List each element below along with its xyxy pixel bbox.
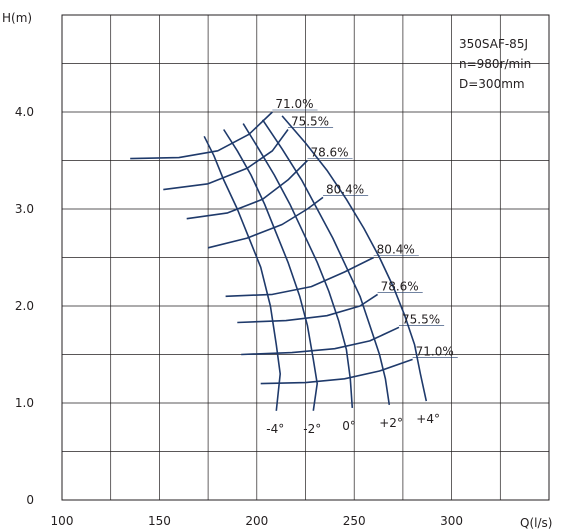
y-tick-label: 4.0	[15, 105, 34, 119]
efficiency-curve	[237, 293, 379, 324]
blade-angle-label: -4°	[266, 422, 284, 436]
blade-angle-label: +4°	[416, 412, 440, 426]
efficiency-label: 75.5%	[291, 114, 329, 128]
blade-angle-label: -2°	[303, 422, 321, 436]
blade-angle-curve	[203, 135, 281, 411]
x-tick-label: 250	[343, 514, 366, 528]
blade-angle-curve	[223, 129, 318, 411]
blade-angle-label: +2°	[379, 416, 403, 430]
pump-info: 350SAF-85J n=980r/min D=300mm	[459, 37, 531, 91]
efficiency-label: 75.5%	[402, 312, 440, 326]
x-tick-label: 200	[245, 514, 268, 528]
efficiency-label: 78.6%	[381, 279, 419, 293]
pump-speed: n=980r/min	[459, 57, 531, 71]
curves	[130, 111, 428, 411]
curve-labels: 100 150 200 250 300 0 1.0 2.0 3.0 4.0 -4° -2° 0° +2° +…	[15, 97, 463, 528]
efficiency-curve	[207, 196, 324, 249]
grid	[61, 14, 550, 501]
efficiency-curve	[130, 111, 273, 160]
x-tick-label: 100	[51, 514, 74, 528]
y-axis-title: H(m)	[2, 11, 32, 25]
blade-angle-curve	[261, 119, 391, 406]
efficiency-label: 71.0%	[416, 344, 454, 358]
efficiency-curve	[225, 256, 375, 298]
y-tick-label: 2.0	[15, 299, 34, 313]
y-tick-label: 0	[26, 493, 34, 507]
efficiency-label: 80.4%	[326, 182, 364, 196]
efficiency-curve	[186, 159, 308, 220]
x-tick-label: 300	[440, 514, 463, 528]
impeller-diameter: D=300mm	[459, 77, 525, 91]
pump-model: 350SAF-85J	[459, 37, 528, 51]
efficiency-curve	[260, 358, 413, 385]
x-axis-title: Q(l/s)	[520, 516, 552, 530]
efficiency-curve	[163, 129, 289, 191]
blade-angle-curve	[242, 123, 354, 408]
blade-angle-label: 0°	[342, 419, 356, 433]
efficiency-label: 78.6%	[310, 146, 348, 160]
efficiency-label: 80.4%	[377, 243, 415, 257]
x-tick-label: 150	[148, 514, 171, 528]
blade-angle-curve	[281, 115, 428, 402]
efficiency-label: 71.0%	[275, 97, 313, 111]
y-tick-label: 1.0	[15, 396, 34, 410]
efficiency-curve	[241, 326, 400, 356]
y-tick-label: 3.0	[15, 202, 34, 216]
